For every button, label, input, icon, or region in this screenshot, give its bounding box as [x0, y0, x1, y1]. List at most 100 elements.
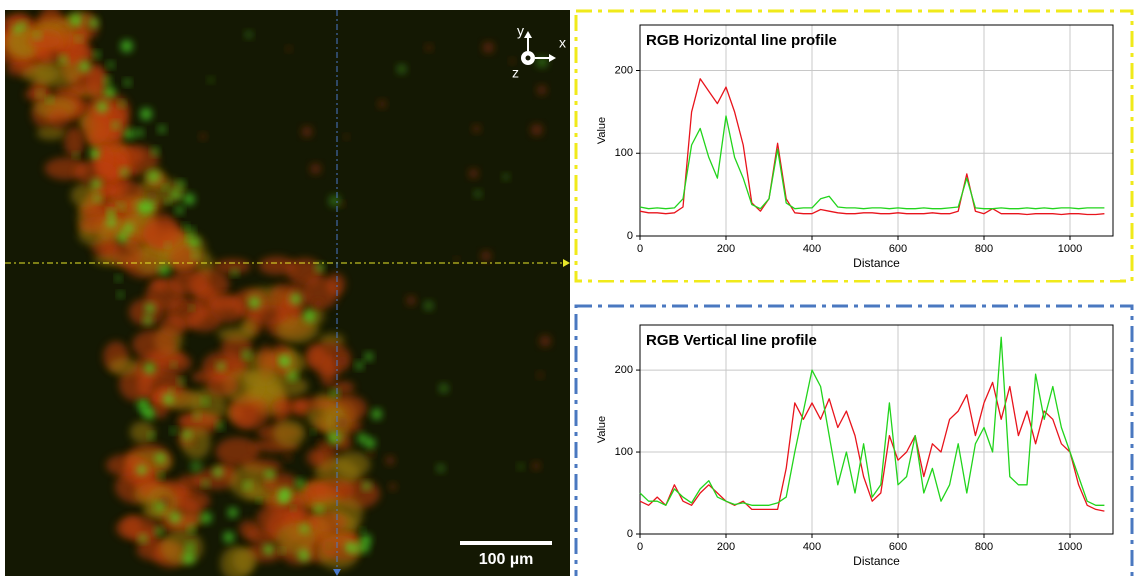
cell-spot: [143, 315, 153, 325]
cell-blob: [213, 259, 252, 274]
cell-spot: [59, 55, 68, 63]
cell-spot: [311, 429, 316, 434]
cell-blob: [216, 327, 256, 342]
cell-blob: [307, 511, 348, 532]
cell-spot: [120, 168, 129, 177]
cell-blob: [308, 342, 351, 376]
cell-spot: [436, 464, 445, 473]
axis-z-dot: [525, 55, 531, 61]
cell-spot: [165, 242, 170, 248]
cell-spot: [177, 180, 185, 188]
cell-spot: [155, 502, 165, 512]
cell-blob: [74, 160, 117, 185]
cell-spot: [73, 152, 79, 158]
cell-spot: [279, 548, 285, 554]
cell-blob: [132, 329, 177, 360]
x-tick-label: 0: [637, 541, 643, 553]
cell-spot: [256, 498, 262, 503]
cell-blob: [105, 454, 146, 476]
cell-blob: [229, 464, 276, 500]
x-tick-label: 400: [803, 243, 821, 255]
cell-spot: [162, 185, 168, 190]
cell-spot: [178, 378, 185, 385]
cell-spot: [223, 531, 235, 543]
cell-spot: [187, 525, 195, 533]
cell-blob: [142, 220, 185, 250]
scale-bar-label: 100 µm: [479, 551, 534, 568]
cell-spot: [189, 305, 194, 311]
cell-spot: [89, 148, 100, 159]
cell-spot: [117, 291, 124, 298]
cell-spot: [300, 523, 309, 533]
axes-indicator: y x z: [512, 23, 566, 81]
cell-spot: [182, 224, 189, 230]
cell-spot: [185, 543, 194, 552]
cell-spot: [360, 527, 365, 533]
cell-spot: [502, 173, 509, 180]
x-tick-label: 200: [717, 541, 735, 553]
cell-blob: [258, 256, 296, 275]
cell-blob: [306, 448, 325, 467]
cell-blob: [81, 110, 110, 144]
cell-blob: [108, 357, 139, 376]
cell-spot: [115, 275, 122, 281]
cell-spot: [182, 552, 195, 564]
cell-spot: [155, 527, 164, 536]
cell-spot: [151, 147, 159, 156]
cell-blob: [215, 437, 260, 466]
cell-blob: [321, 535, 362, 560]
cell-spot: [105, 216, 117, 228]
cell-blob: [85, 63, 107, 98]
cell-spot: [298, 549, 310, 562]
cell-spot: [288, 371, 298, 381]
chart-background: [592, 20, 1120, 280]
cell-spot: [169, 387, 174, 393]
cell-spot: [191, 251, 199, 259]
y-tick-label: 100: [615, 446, 633, 458]
cell-spot: [518, 463, 524, 470]
cell-spot: [135, 129, 144, 137]
panel-frame: [574, 9, 1134, 283]
cell-spot: [182, 430, 191, 439]
cell-blob: [332, 381, 355, 394]
cell-spot: [34, 33, 42, 40]
x-tick-label: 1000: [1058, 243, 1082, 255]
cell-spot: [424, 301, 434, 311]
cell-spot: [112, 121, 120, 129]
cell-spot: [303, 309, 316, 322]
y-tick-label: 200: [615, 64, 633, 76]
cell-spot: [136, 464, 147, 476]
cell-blob: [232, 395, 270, 430]
cell-spot: [144, 362, 156, 374]
cell-blob: [159, 315, 187, 337]
cell-spot: [144, 303, 155, 314]
axis-label: y: [517, 23, 524, 39]
profile-line: [639, 78, 1105, 216]
panel-frame: [574, 304, 1134, 576]
cell-spot: [328, 432, 340, 444]
cell-spot: [138, 534, 147, 543]
cell-blob: [129, 421, 156, 443]
cell-spot: [162, 393, 174, 405]
cell-spot: [315, 263, 324, 272]
y-tick-label: 0: [627, 230, 633, 242]
cell-spot: [171, 362, 177, 368]
cell-spot: [314, 505, 323, 514]
cell-spot: [468, 168, 479, 179]
cell-blob: [242, 367, 278, 387]
chart-title: RGB Vertical line profile: [646, 332, 817, 349]
cell-spot: [472, 125, 481, 133]
cell-spot: [166, 199, 171, 204]
cell-spot: [118, 101, 125, 108]
cell-spot: [107, 61, 114, 69]
cell-spot: [178, 301, 186, 308]
cell-spot: [406, 295, 416, 306]
cell-spot: [318, 440, 326, 448]
y-tick-label: 100: [615, 147, 633, 159]
cell-spot: [397, 64, 407, 74]
cell-blob: [95, 183, 118, 196]
cell-blob: [206, 375, 239, 396]
cell-spot: [367, 450, 375, 457]
cell-spot: [482, 41, 494, 54]
